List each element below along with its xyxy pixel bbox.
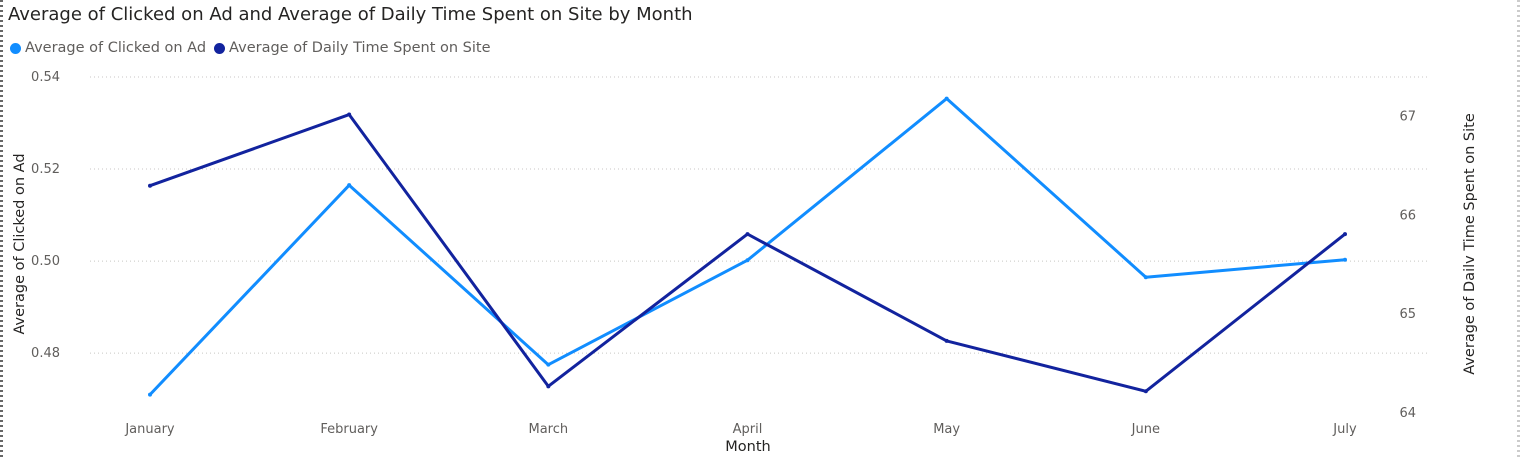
point-daily-time[interactable] — [546, 384, 551, 389]
legend-marker-clicked-on-ad — [10, 42, 21, 54]
point-daily-time[interactable] — [1343, 232, 1347, 237]
point-clicked-on-ad[interactable] — [1343, 257, 1347, 262]
point-clicked-on-ad[interactable] — [148, 392, 152, 397]
y-tick-label: 0.50 — [31, 254, 60, 269]
y-tick-label: 0.48 — [31, 346, 60, 361]
legend-item-daily-time[interactable]: Average of Daily Time Spent on Site — [214, 40, 491, 56]
x-tick-label: May — [933, 422, 960, 437]
point-clicked-on-ad[interactable] — [745, 258, 750, 263]
legend-item-clicked-on-ad[interactable]: Average of Clicked on Ad — [10, 40, 206, 56]
y2-tick-label: 65 — [1399, 307, 1416, 322]
visual-right-border — [1517, 0, 1520, 460]
point-clicked-on-ad[interactable] — [546, 362, 551, 367]
point-daily-time[interactable] — [944, 338, 949, 343]
x-axis-title: Month — [725, 439, 770, 455]
x-tick-label: July — [1332, 422, 1357, 437]
legend-label-clicked-on-ad: Average of Clicked on Ad — [25, 40, 207, 56]
y2-tick-label: 66 — [1399, 208, 1416, 223]
x-tick-label: March — [529, 422, 569, 437]
y-axis-title: Average of Clicked on Ad — [12, 153, 28, 334]
x-tick-label: April — [733, 422, 763, 437]
x-axis-ticks: January February March April May June July — [124, 422, 1357, 437]
series-lines[interactable] — [148, 96, 1347, 397]
y2-tick-label: 64 — [1399, 406, 1416, 421]
gridlines — [90, 76, 1428, 354]
series-line-clicked-on-ad[interactable] — [148, 97, 1347, 397]
x-tick-label: January — [124, 422, 175, 437]
x-tick-label: June — [1131, 422, 1160, 437]
legend: Average of Clicked on Ad Average of Dail… — [10, 40, 499, 56]
series-line-daily-time[interactable] — [148, 113, 1347, 393]
y2-axis-ticks: 64 65 66 67 — [1399, 110, 1416, 421]
chart-title: Average of Clicked on Ad and Average of … — [8, 4, 693, 25]
point-clicked-on-ad[interactable] — [347, 183, 352, 188]
y2-axis-title: Average of Dailv Time Spent on Site — [1462, 113, 1478, 375]
point-daily-time[interactable] — [347, 112, 352, 117]
point-clicked-on-ad[interactable] — [944, 96, 949, 101]
point-daily-time[interactable] — [745, 232, 750, 237]
point-clicked-on-ad[interactable] — [1143, 275, 1148, 280]
legend-label-daily-time: Average of Daily Time Spent on Site — [229, 40, 491, 56]
point-daily-time[interactable] — [1143, 389, 1148, 394]
y-tick-label: 0.52 — [31, 162, 60, 177]
x-tick-label: February — [320, 422, 378, 437]
point-daily-time[interactable] — [148, 183, 152, 188]
legend-marker-daily-time — [214, 42, 226, 54]
visual-left-border — [0, 0, 3, 460]
y-tick-label: 0.54 — [31, 70, 60, 85]
y-axis-ticks: 0.48 0.50 0.52 0.54 — [31, 70, 60, 361]
y2-tick-label: 67 — [1399, 110, 1416, 125]
